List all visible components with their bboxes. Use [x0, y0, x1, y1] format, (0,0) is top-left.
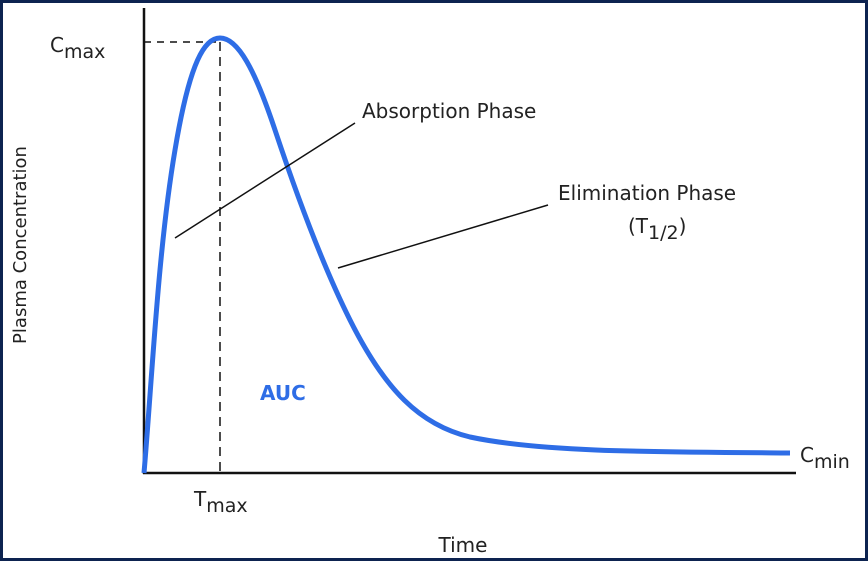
cmax-base: C: [50, 33, 64, 57]
y-axis-label: Plasma Concentration: [10, 146, 31, 344]
cmax-label: Cmax: [50, 33, 105, 63]
tmax-sub: max: [206, 495, 247, 517]
absorption-pointer: [174, 122, 356, 239]
cmin-base: C: [800, 443, 814, 467]
half-life-sub: 1/2: [648, 222, 679, 244]
concentration-curve: [141, 35, 791, 474]
x-axis-label: Time: [438, 533, 488, 557]
half-life-label: (T1/2): [628, 214, 686, 244]
auc-label: AUC: [260, 381, 306, 405]
cmin-sub: min: [814, 451, 850, 473]
cmin-label: Cmin: [800, 443, 850, 473]
cmax-sub: max: [64, 41, 105, 63]
canvas: [3, 3, 865, 558]
half-life-close: ): [679, 214, 687, 238]
elimination-pointer: [337, 204, 549, 269]
absorption-label: Absorption Phase: [362, 99, 536, 123]
half-life-open: (T: [628, 214, 649, 238]
tmax-base: T: [193, 487, 207, 511]
elimination-label: Elimination Phase: [558, 181, 736, 205]
tmax-label: Tmax: [193, 487, 248, 517]
